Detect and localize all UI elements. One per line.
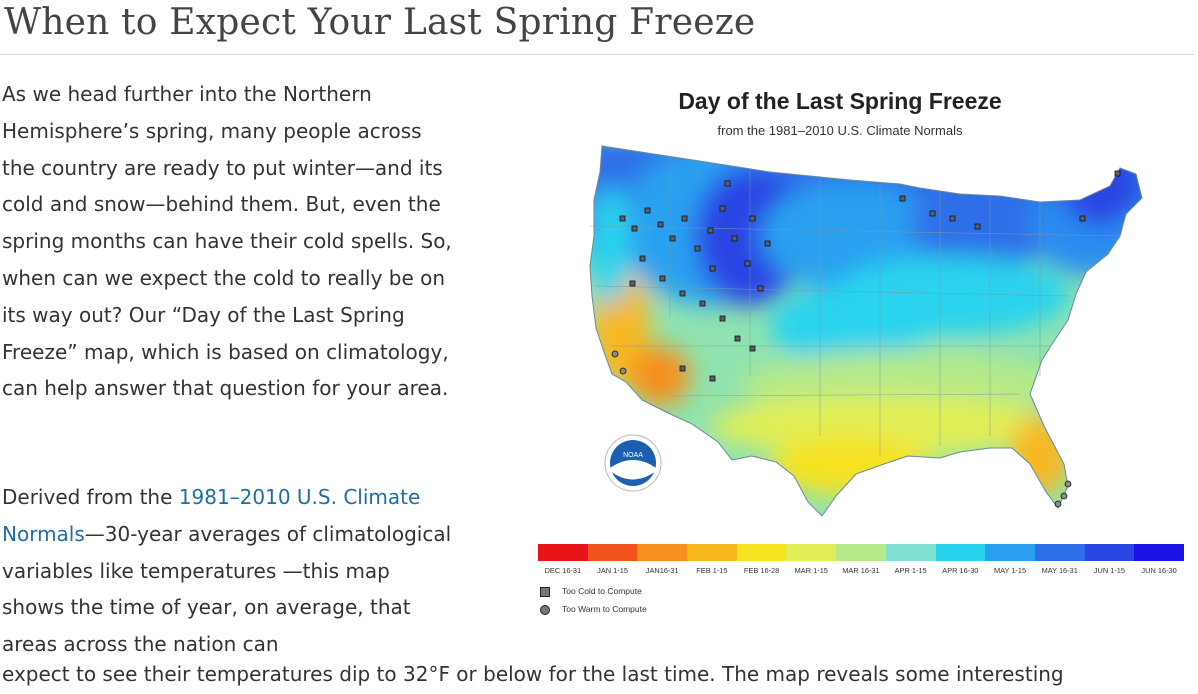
paragraph-text-after: —30-year averages of climatological vari… bbox=[2, 521, 452, 657]
key-too-warm-label: Too Warm to Compute bbox=[562, 604, 647, 614]
title-divider bbox=[0, 54, 1194, 55]
legend-swatch bbox=[687, 544, 737, 561]
legend-label: MAY 16-31 bbox=[1041, 566, 1078, 575]
freeze-date-shading bbox=[590, 146, 1142, 516]
legend-swatch bbox=[587, 544, 638, 561]
key-too-cold: Too Cold to Compute bbox=[540, 586, 642, 597]
legend-label: JUN 16-30 bbox=[1141, 566, 1177, 575]
legend-label: APR 16-30 bbox=[942, 566, 979, 575]
legend-label: FEB 1-15 bbox=[696, 566, 728, 575]
legend-label: JAN16-31 bbox=[645, 566, 679, 575]
too-cold-station-markers bbox=[619, 170, 1121, 382]
too-warm-station-markers bbox=[611, 350, 1072, 508]
legend-label: APR 1-15 bbox=[894, 566, 927, 575]
legend-label: MAR 16-31 bbox=[842, 566, 880, 575]
legend-swatch bbox=[1084, 544, 1135, 561]
paragraph-text-before: Derived from the bbox=[2, 485, 179, 509]
legend-swatch bbox=[836, 544, 886, 561]
legend-swatch bbox=[1134, 544, 1184, 561]
key-too-cold-label: Too Cold to Compute bbox=[562, 586, 642, 596]
legend-label: DEC 16-31 bbox=[544, 566, 582, 575]
noaa-logo: NOAA bbox=[604, 434, 662, 492]
legend-label: JAN 1-15 bbox=[597, 566, 628, 575]
climate-normals-link[interactable]: 1981–2010 U.S. Climate Normals bbox=[2, 485, 421, 546]
legend-label: MAY 1-15 bbox=[993, 566, 1027, 575]
map-subtitle: from the 1981–2010 U.S. Climate Normals bbox=[717, 123, 963, 138]
legend-label: MAR 1-15 bbox=[794, 566, 828, 575]
legend-swatch bbox=[985, 544, 1035, 561]
us-freeze-map: NOAA bbox=[589, 145, 1143, 517]
intro-paragraph: As we head further into the Northern Hem… bbox=[2, 82, 452, 401]
normals-paragraph: Derived from the 1981–2010 U.S. Climate … bbox=[2, 479, 457, 663]
legend-color-bar bbox=[538, 544, 1184, 561]
legend-label: JUN 1-15 bbox=[1093, 566, 1126, 575]
last-spring-freeze-map-figure: NOAA Day of the Last Spring Freeze from … bbox=[520, 76, 1196, 631]
article-title: When to Expect Your Last Spring Freeze bbox=[4, 2, 756, 43]
legend-swatch bbox=[885, 544, 936, 561]
legend-swatch bbox=[1034, 544, 1085, 561]
legend-swatch bbox=[736, 544, 787, 561]
map-title: Day of the Last Spring Freeze bbox=[678, 88, 1002, 114]
continued-paragraph: expect to see their temperatures dip to … bbox=[2, 662, 1064, 686]
legend-swatch bbox=[786, 544, 837, 561]
legend-label: FEB 16-28 bbox=[743, 566, 780, 575]
legend-swatch bbox=[538, 544, 588, 561]
key-too-warm: Too Warm to Compute bbox=[540, 604, 647, 615]
us-outline bbox=[589, 145, 1143, 517]
noaa-logo-icon: NOAA bbox=[623, 452, 643, 459]
legend-swatch bbox=[637, 544, 688, 561]
legend-labels: DEC 16-31 JAN 1-15 JAN16-31 FEB 1-15 FEB 16-… bbox=[538, 566, 1184, 575]
legend-swatch bbox=[935, 544, 986, 561]
circle-marker-icon bbox=[540, 604, 550, 615]
square-marker-icon bbox=[540, 586, 550, 597]
